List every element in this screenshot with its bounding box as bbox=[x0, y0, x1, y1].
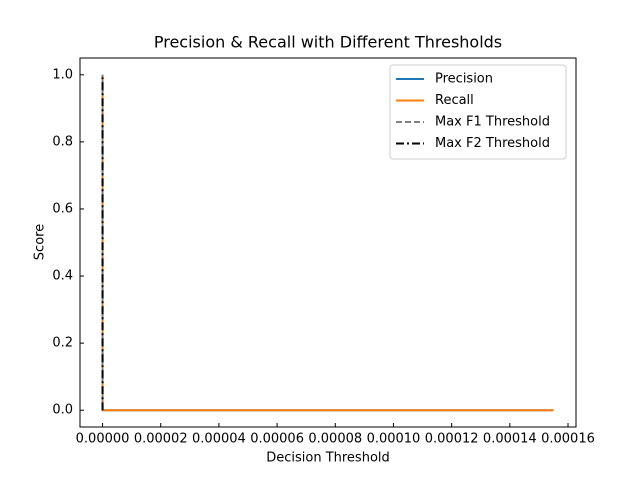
x-tick-label: 0.00014 bbox=[483, 432, 537, 447]
y-axis-label: Score bbox=[33, 224, 48, 260]
x-tick-label: 0.00004 bbox=[192, 432, 246, 447]
y-tick-label: 0.0 bbox=[52, 403, 73, 418]
x-tick-label: 0.00012 bbox=[425, 432, 479, 447]
y-tick-label: 0.6 bbox=[52, 201, 73, 216]
x-tick-label: 0.00010 bbox=[367, 432, 421, 447]
y-tick-label: 1.0 bbox=[52, 67, 73, 82]
x-tick-label: 0.00002 bbox=[134, 432, 188, 447]
legend-label: Max F2 Threshold bbox=[435, 136, 550, 151]
legend-label: Recall bbox=[435, 93, 474, 108]
x-tick-label: 0.00006 bbox=[250, 432, 304, 447]
chart-title: Precision & Recall with Different Thresh… bbox=[154, 33, 502, 52]
x-tick-label: 0.00008 bbox=[308, 432, 362, 447]
y-tick-label: 0.2 bbox=[52, 336, 73, 351]
legend-box bbox=[389, 64, 567, 160]
x-tick-label: 0.00016 bbox=[541, 432, 595, 447]
x-tick-label: 0.00000 bbox=[76, 432, 130, 447]
x-axis-label: Decision Threshold bbox=[266, 451, 390, 466]
legend-label: Max F1 Threshold bbox=[435, 115, 550, 130]
plot-frame bbox=[79, 57, 577, 428]
y-tick-label: 0.8 bbox=[52, 134, 73, 149]
legend-label: Precision bbox=[435, 72, 493, 87]
y-tick-label: 0.4 bbox=[52, 269, 73, 284]
